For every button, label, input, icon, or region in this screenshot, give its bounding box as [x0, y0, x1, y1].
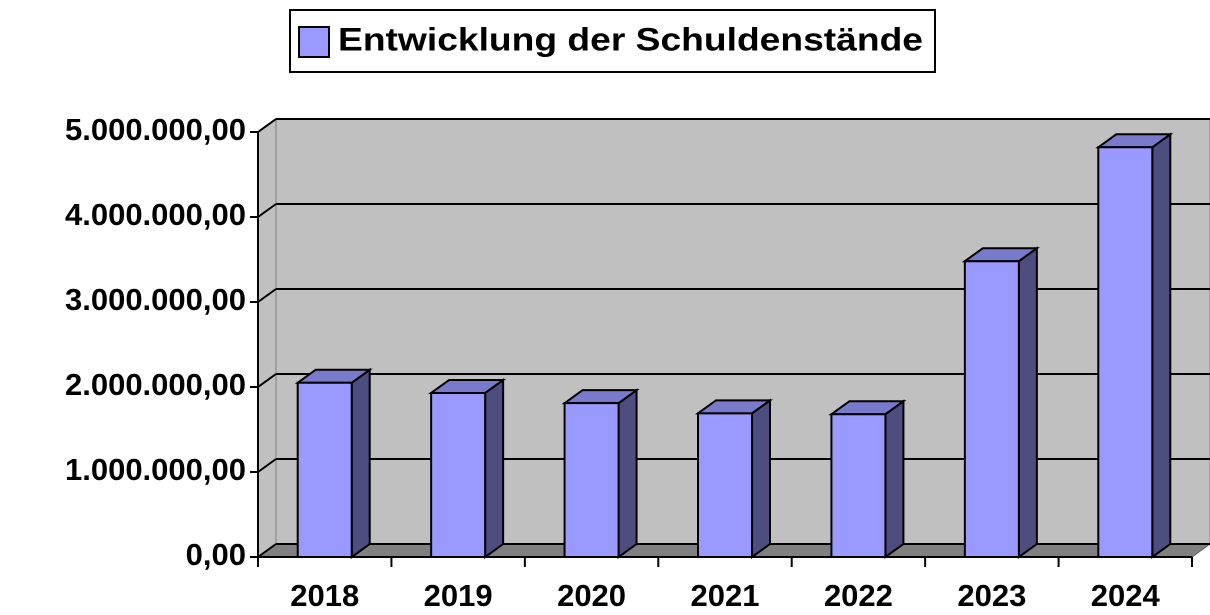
- bar-side: [884, 399, 905, 559]
- bar-front: [963, 260, 1020, 558]
- x-tick-label: 2018: [290, 578, 359, 613]
- y-tick-label: 1.000.000,00: [65, 452, 246, 487]
- x-tick-label: 2022: [824, 578, 893, 613]
- bar: [1095, 132, 1174, 559]
- bar-front: [563, 402, 620, 558]
- bar: [294, 367, 373, 559]
- x-tick-label: 2023: [957, 578, 1026, 613]
- bar: [561, 388, 640, 559]
- x-tick-label: 2019: [424, 578, 493, 613]
- bar-side: [350, 367, 371, 559]
- y-tick-label: 3.000.000,00: [65, 282, 246, 317]
- y-tick-label: 4.000.000,00: [65, 197, 246, 232]
- grid-line: [257, 458, 277, 473]
- y-tick-label: 5.000.000,00: [65, 112, 246, 147]
- bar-side: [617, 388, 638, 559]
- side-wall: [257, 118, 277, 558]
- y-tick-label: 0,00: [186, 537, 246, 572]
- legend-box: [289, 9, 936, 73]
- bar-front: [830, 413, 887, 558]
- bar-side: [1151, 132, 1172, 559]
- x-tick-label: 2020: [557, 578, 626, 613]
- legend-swatch: [298, 26, 330, 58]
- bar-front: [1097, 146, 1154, 558]
- bar: [828, 399, 907, 559]
- grid-line: [257, 118, 277, 133]
- grid-line: [257, 373, 277, 388]
- x-tick-label: 2021: [691, 578, 760, 613]
- grid-line: [257, 543, 277, 558]
- legend-label: Entwicklung der Schuldenstände: [338, 21, 923, 57]
- bar-side: [751, 398, 771, 559]
- bar-front: [697, 412, 753, 558]
- bar-side: [484, 377, 505, 559]
- y-tick-label: 2.000.000,00: [65, 367, 246, 402]
- x-tick-label: 2024: [1091, 578, 1161, 613]
- bar-front: [430, 391, 487, 558]
- grid-line: [257, 203, 277, 218]
- grid-line: [257, 288, 277, 303]
- bar: [694, 398, 774, 559]
- bar: [428, 377, 507, 559]
- bar-side: [1017, 246, 1038, 559]
- bar-front: [296, 381, 353, 558]
- bar: [961, 246, 1040, 559]
